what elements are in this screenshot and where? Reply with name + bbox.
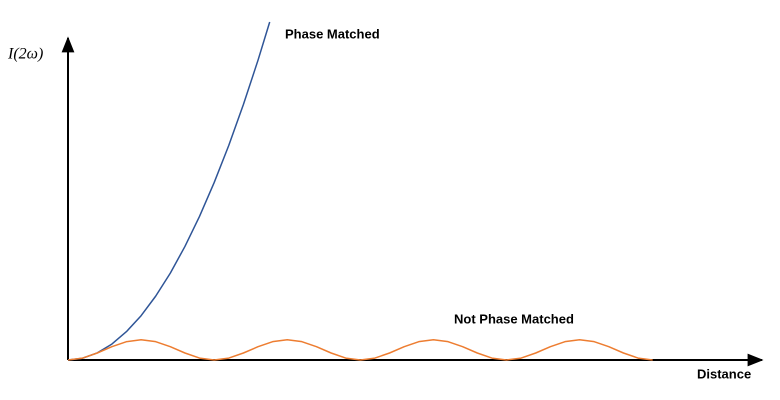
series-label: Not Phase Matched [454, 311, 574, 326]
series-label: Phase Matched [285, 26, 380, 41]
series-line [67, 21, 271, 361]
series-line [67, 338, 653, 361]
x-axis-label: Distance [697, 366, 751, 381]
y-axis-label: I(2ω) [7, 46, 43, 63]
